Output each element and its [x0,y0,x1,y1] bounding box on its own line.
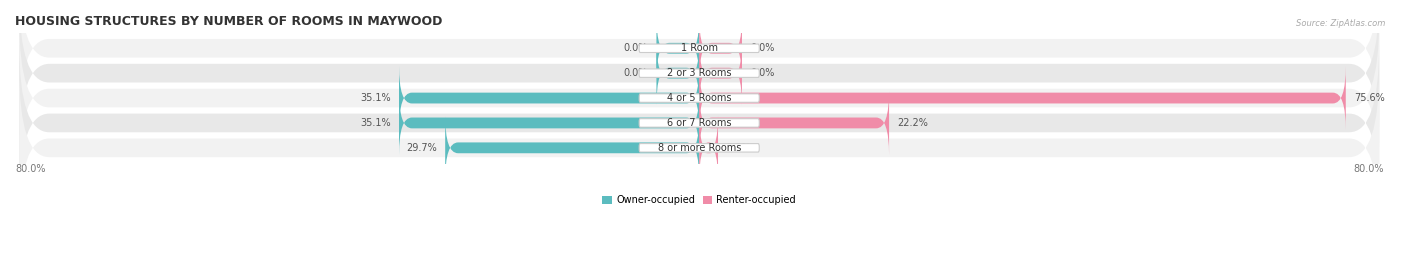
Text: 35.1%: 35.1% [360,118,391,128]
Text: 0.0%: 0.0% [623,68,648,78]
FancyBboxPatch shape [699,16,742,80]
Text: 1 Room: 1 Room [681,43,717,53]
Text: HOUSING STRUCTURES BY NUMBER OF ROOMS IN MAYWOOD: HOUSING STRUCTURES BY NUMBER OF ROOMS IN… [15,15,443,28]
FancyBboxPatch shape [446,116,699,180]
Text: Source: ZipAtlas.com: Source: ZipAtlas.com [1295,19,1385,28]
FancyBboxPatch shape [20,0,1379,126]
Text: 80.0%: 80.0% [1353,164,1384,174]
FancyBboxPatch shape [640,44,759,52]
Text: 0.0%: 0.0% [623,43,648,53]
FancyBboxPatch shape [640,94,759,102]
FancyBboxPatch shape [640,119,759,127]
Text: 29.7%: 29.7% [406,143,437,153]
FancyBboxPatch shape [20,20,1379,176]
Legend: Owner-occupied, Renter-occupied: Owner-occupied, Renter-occupied [599,191,800,209]
Text: 6 or 7 Rooms: 6 or 7 Rooms [666,118,731,128]
Text: 8 or more Rooms: 8 or more Rooms [658,143,741,153]
Text: 4 or 5 Rooms: 4 or 5 Rooms [666,93,731,103]
Text: 22.2%: 22.2% [897,118,928,128]
Text: 0.0%: 0.0% [751,68,775,78]
Text: 35.1%: 35.1% [360,93,391,103]
FancyBboxPatch shape [20,0,1379,151]
FancyBboxPatch shape [640,69,759,77]
FancyBboxPatch shape [699,66,1346,130]
FancyBboxPatch shape [657,41,699,105]
FancyBboxPatch shape [699,91,889,155]
FancyBboxPatch shape [20,70,1379,226]
FancyBboxPatch shape [699,41,742,105]
FancyBboxPatch shape [640,144,759,152]
Text: 2 or 3 Rooms: 2 or 3 Rooms [666,68,731,78]
FancyBboxPatch shape [699,116,718,180]
FancyBboxPatch shape [399,66,699,130]
FancyBboxPatch shape [657,16,699,80]
FancyBboxPatch shape [399,91,699,155]
Text: 2.2%: 2.2% [727,143,751,153]
Text: 0.0%: 0.0% [751,43,775,53]
Text: 80.0%: 80.0% [15,164,45,174]
FancyBboxPatch shape [20,45,1379,201]
Text: 75.6%: 75.6% [1354,93,1385,103]
